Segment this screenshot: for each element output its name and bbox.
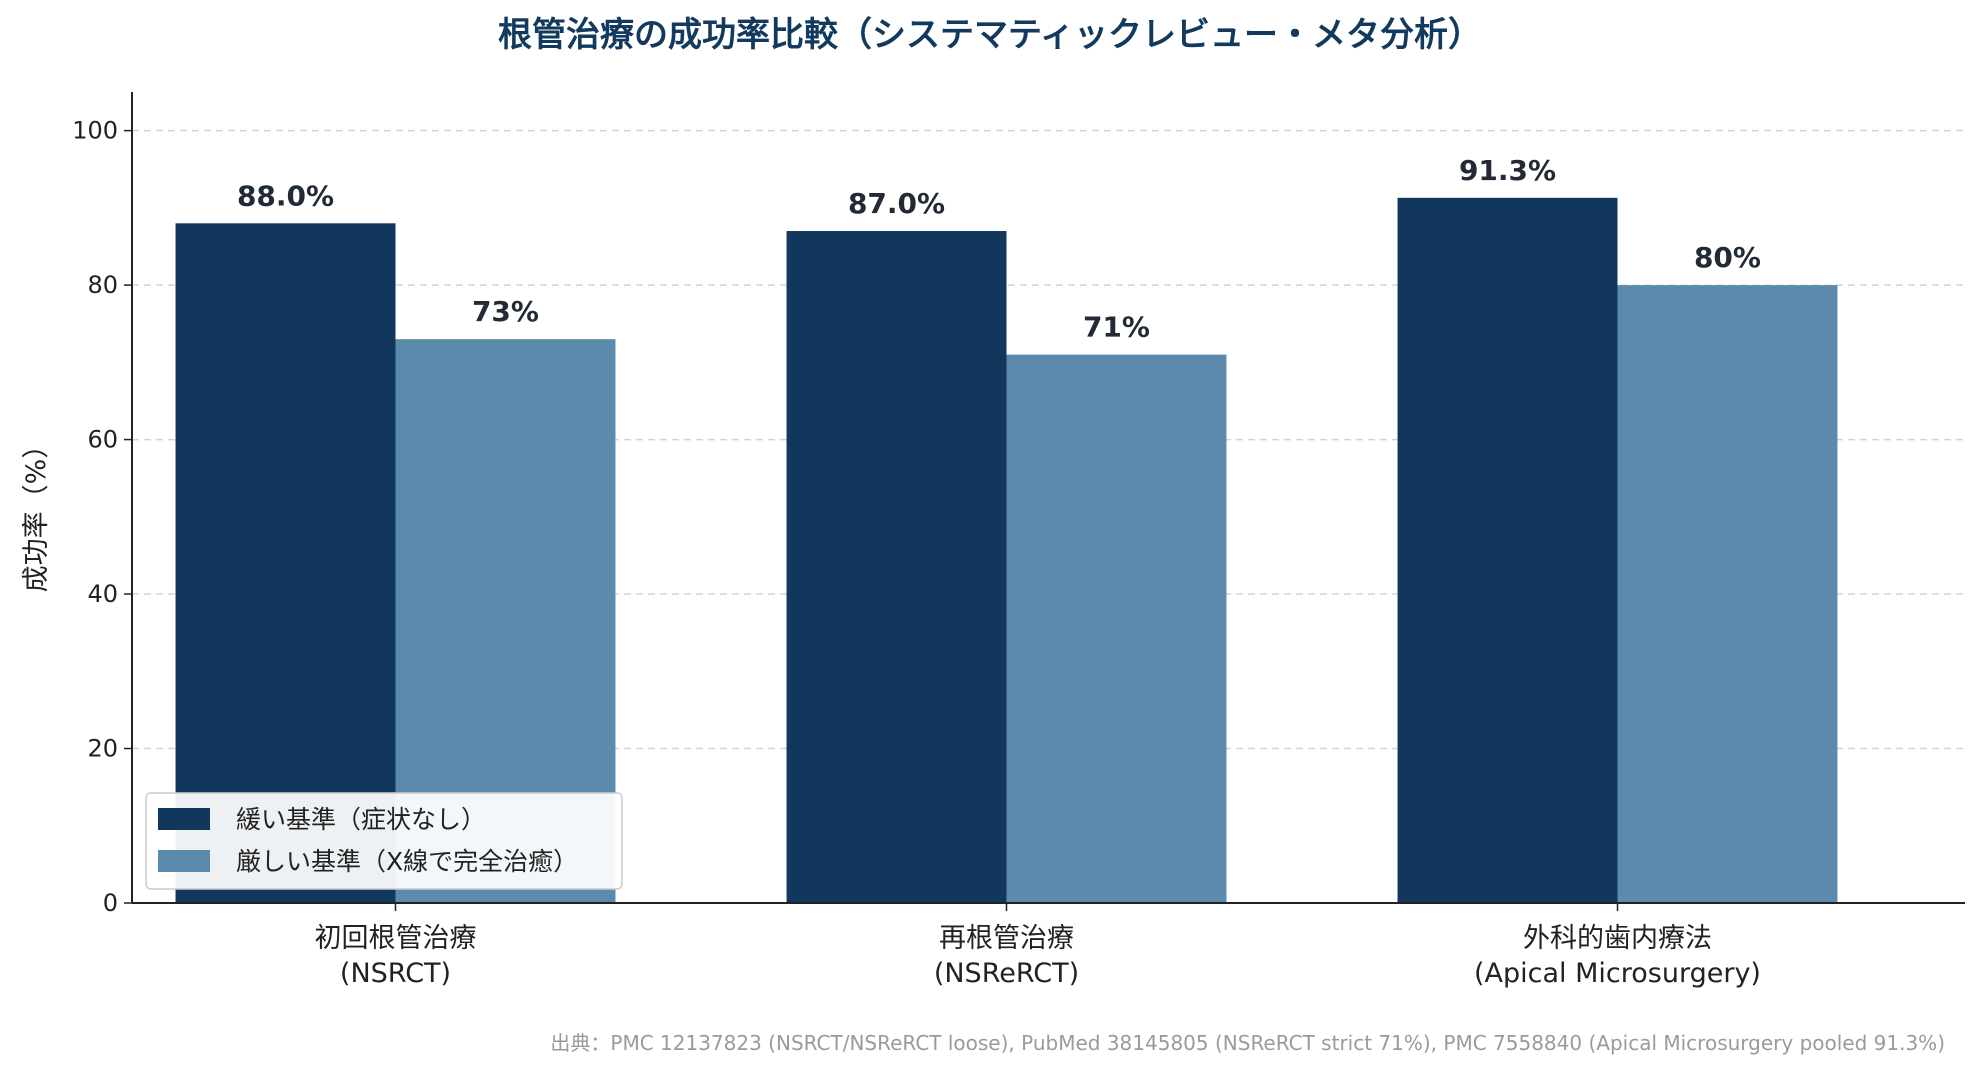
x-tick-label: 外科的歯内療法 — [1523, 923, 1712, 954]
value-label: 73% — [472, 295, 539, 328]
axes — [131, 92, 1965, 904]
x-tick-label: (NSReRCT) — [934, 958, 1079, 989]
chart-title: 根管治療の成功率比較（システマティックレビュー・メタ分析） — [498, 15, 1482, 55]
x-ticks: 初回根管治療 (NSRCT) 再根管治療 (NSReRCT) 外科的歯内療法 (Apica… — [315, 903, 1761, 989]
x-tick-label: 初回根管治療 — [315, 923, 477, 954]
value-label: 87.0% — [848, 187, 945, 220]
value-label: 80% — [1694, 241, 1761, 274]
bars — [175, 197, 1838, 904]
y-tick-label: 80 — [87, 271, 118, 299]
legend-label: 緩い基準（症状なし） — [236, 805, 486, 834]
x-tick-label: 再根管治療 — [939, 923, 1074, 954]
value-label: 71% — [1083, 311, 1150, 344]
legend-label: 厳しい基準（X線で完全治癒） — [236, 847, 578, 876]
value-labels: 88.0% 73% 87.0% 71% 91.3% 80% — [237, 154, 1761, 344]
bar — [175, 223, 396, 904]
value-label: 88.0% — [237, 179, 334, 212]
y-axis-label: 成功率（%） — [21, 432, 52, 593]
legend-swatch — [158, 850, 210, 872]
x-tick-label: (Apical Microsurgery) — [1474, 958, 1761, 989]
legend: 緩い基準（症状なし） 厳しい基準（X線で完全治癒） — [145, 792, 623, 890]
x-tick-label: (NSRCT) — [340, 958, 451, 989]
legend-swatch — [158, 808, 210, 830]
value-label: 91.3% — [1459, 154, 1556, 187]
bar — [786, 231, 1007, 903]
y-tick-label: 40 — [87, 580, 118, 608]
y-ticks: 0 20 40 60 80 100 — [72, 117, 132, 917]
source-note: 出典：PMC 12137823 (NSRCT/NSReRCT loose), P… — [550, 1031, 1945, 1055]
y-tick-label: 100 — [72, 117, 118, 145]
y-tick-label: 0 — [103, 889, 118, 917]
bar — [1617, 285, 1838, 904]
bar — [1397, 197, 1618, 904]
bar — [1006, 354, 1227, 904]
y-tick-label: 20 — [87, 735, 118, 763]
legend-box — [145, 792, 623, 890]
y-tick-label: 60 — [87, 426, 118, 454]
